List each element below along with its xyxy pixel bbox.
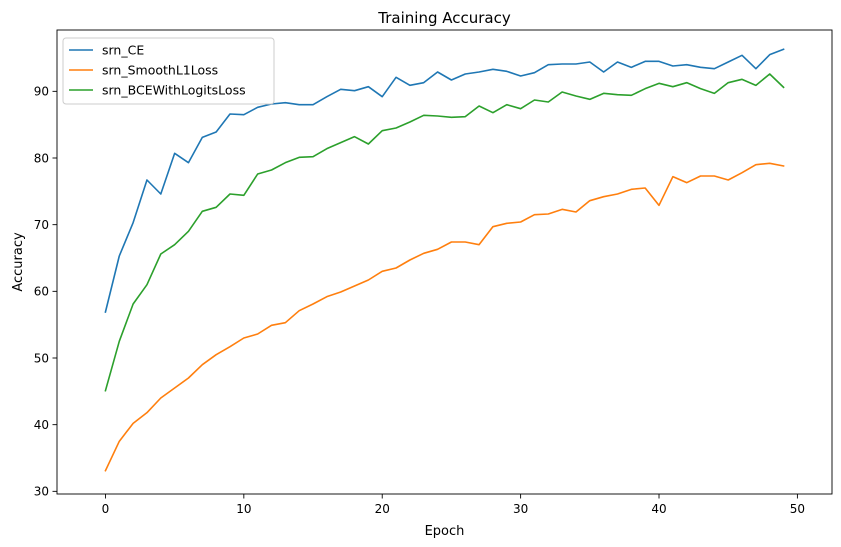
- series-line-srn-bcewithlogitsloss: [104, 73, 785, 392]
- y-axis: 30 40 50 60 70 80 90: [34, 85, 57, 499]
- x-axis: 0 10 20 30 40 50: [102, 494, 805, 516]
- x-tick-label: 50: [790, 502, 805, 516]
- plot-frame: [56, 29, 833, 495]
- series-line-srn-ce: [104, 48, 785, 313]
- legend-label: srn_BCEWithLogitsLoss: [102, 82, 246, 97]
- x-tick-label: 20: [375, 502, 390, 516]
- y-tick-label: 50: [34, 351, 49, 365]
- series-line-srn-smoothl1loss: [104, 162, 785, 472]
- legend-entry: srn_CE: [69, 42, 144, 57]
- x-tick-label: 0: [102, 502, 110, 516]
- y-tick-label: 60: [34, 285, 49, 299]
- legend-box: [62, 37, 275, 105]
- y-tick-label: 90: [34, 85, 49, 99]
- chart-title: Training Accuracy: [377, 9, 511, 27]
- x-tick-label: 30: [513, 502, 528, 516]
- y-tick-label: 70: [34, 218, 49, 232]
- y-axis-label: Accuracy: [11, 232, 26, 292]
- y-tick-label: 80: [34, 151, 49, 165]
- x-axis-label: Epoch: [425, 524, 465, 539]
- plot-lines: [104, 48, 785, 472]
- legend-label: srn_SmoothL1Loss: [102, 62, 218, 77]
- y-tick-label: 40: [34, 418, 49, 432]
- legend: srn_CE srn_SmoothL1Loss srn_BCEWithLogitsL…: [62, 37, 275, 105]
- y-tick-label: 30: [34, 485, 49, 499]
- legend-entry: srn_BCEWithLogitsLoss: [69, 82, 246, 97]
- legend-entry: srn_SmoothL1Loss: [69, 62, 218, 77]
- legend-label: srn_CE: [102, 42, 144, 57]
- x-tick-label: 10: [236, 502, 251, 516]
- x-tick-label: 40: [651, 502, 666, 516]
